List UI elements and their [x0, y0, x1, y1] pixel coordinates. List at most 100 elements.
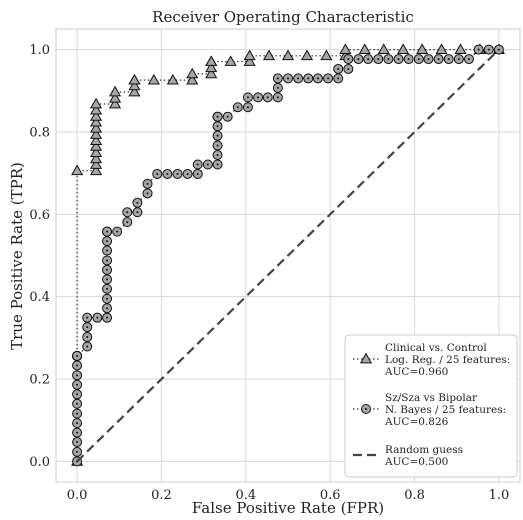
triangle-point [186, 73, 199, 85]
circle-point-center [266, 96, 269, 99]
circle-point-center [387, 58, 390, 61]
circle-point-center [76, 422, 79, 425]
circle-point-center [106, 287, 109, 290]
triangle-point [90, 158, 103, 169]
circle-point-center [146, 182, 149, 185]
circle-point-center [106, 316, 109, 319]
circle-point-center [276, 96, 279, 99]
circle-point-center [86, 326, 89, 329]
circle-point-center [76, 431, 79, 434]
circle-point-center [86, 336, 89, 339]
circle-point-center [136, 201, 139, 204]
series-0 [71, 43, 505, 466]
y-tick-label: 0.4 [29, 290, 50, 305]
legend-label: Sz/Sza vs Bipolar N. Bayes / 25 features:… [384, 392, 506, 428]
circle-point-center [76, 441, 79, 444]
triangle-point [128, 79, 141, 91]
triangle-point [339, 43, 352, 54]
circle-point-center [307, 77, 310, 80]
circle-point-center [437, 58, 440, 61]
circle-point-center [76, 383, 79, 386]
circle-point-center [477, 48, 480, 51]
triangle-point [205, 67, 218, 79]
circle-point-center [297, 77, 300, 80]
y-tick-label: 0.0 [29, 455, 50, 470]
triangle-point [186, 67, 199, 79]
circle-point-center [287, 77, 289, 80]
circle-point-center [236, 106, 239, 109]
triangle-point [397, 43, 410, 54]
circle-point-center [96, 316, 99, 319]
triangle-point [243, 55, 256, 66]
triangle-point [108, 97, 122, 109]
triangle-point [243, 49, 256, 61]
circle-point-center [106, 278, 109, 281]
circle-point-center [206, 163, 209, 166]
triangle-point [435, 43, 448, 54]
circle-point-center [257, 96, 260, 99]
circle-point-center [316, 77, 319, 80]
circle-point-center [347, 67, 350, 70]
circle-point-center [136, 211, 139, 214]
triangle-point [358, 43, 371, 54]
triangle-point [262, 49, 276, 61]
y-tick-label: 0.6 [29, 208, 50, 223]
legend-entry-2: Random guess AUC=0.500 [353, 444, 463, 468]
circle-point-center [417, 58, 420, 61]
circle-point-center [427, 58, 430, 61]
y-tick-label: 0.2 [29, 373, 50, 388]
circle-point-center [276, 86, 279, 89]
circle-point-center [357, 58, 360, 61]
circle-point-center [216, 163, 219, 166]
triangle-point [71, 164, 84, 176]
circle-point-center [156, 172, 159, 175]
legend-entry-0: Clinical vs. Control Log. Reg. / 25 featu… [353, 342, 510, 378]
circle-point-center [76, 402, 79, 405]
circle-point-center [76, 393, 79, 396]
legend-triangle-marker [359, 352, 373, 364]
circle-point-center [276, 77, 279, 80]
circle-point-center [186, 172, 189, 175]
triangle-point [90, 110, 103, 121]
triangle-point [454, 43, 467, 54]
circle-point-center [447, 58, 450, 61]
circle-point-center [146, 192, 149, 195]
triangle-point [166, 73, 179, 85]
legend-circle-marker-center [365, 408, 367, 410]
circle-point-center [337, 67, 340, 70]
circle-point-center [106, 249, 109, 252]
triangle-point [205, 55, 218, 66]
chart-title: Receiver Operating Characteristic [152, 8, 414, 26]
circle-point-center [106, 297, 109, 300]
triangle-point [205, 61, 218, 73]
x-tick-labels: 0.0 0.2 0.4 0.6 0.8 1.0 [67, 488, 510, 503]
x-tick-label: 0.8 [404, 488, 425, 503]
circle-point-center [76, 412, 79, 415]
circle-point-center [86, 316, 89, 319]
circle-point-center [126, 211, 129, 214]
triangle-point [90, 103, 103, 115]
legend-label: Random guess AUC=0.500 [384, 444, 463, 468]
series-layer [71, 43, 505, 467]
circle-point-center [377, 58, 380, 61]
y-tick-label: 0.8 [29, 125, 50, 140]
triangle-point [416, 43, 429, 54]
triangle-point [90, 97, 103, 109]
circle-point-center [327, 77, 330, 80]
circle-point-center [76, 354, 79, 357]
circle-point-center [226, 115, 229, 118]
legend-entry-1: Sz/Sza vs Bipolar N. Bayes / 25 features:… [353, 392, 506, 428]
triangle-point [128, 73, 141, 85]
triangle-point [377, 43, 390, 54]
triangle-point [108, 91, 122, 103]
triangle-point [147, 73, 160, 85]
circle-point-center [196, 163, 199, 166]
circle-point-center [467, 58, 470, 61]
triangle-point [90, 146, 103, 157]
triangle-point [90, 140, 103, 151]
circle-point-center [76, 374, 79, 377]
circle-point-center [116, 230, 119, 233]
circle-point-center [216, 154, 219, 157]
triangle-point [90, 164, 103, 176]
